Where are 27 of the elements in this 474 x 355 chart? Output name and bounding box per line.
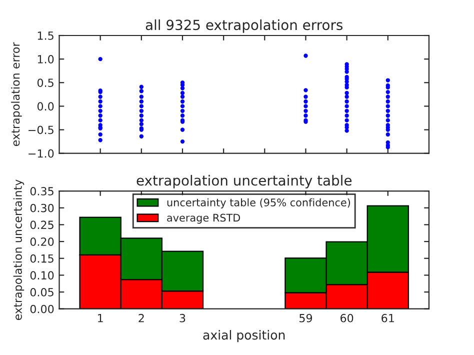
y-tick-label: 0.10 (30, 271, 54, 280)
chart-title: all 9325 extrapolation errors (146, 19, 343, 33)
y-tick-label: 0.15 (30, 254, 54, 263)
x-tick-label: 3 (180, 314, 186, 322)
x-tick-label: 2 (138, 314, 144, 322)
y-tick-label: −0.5 (28, 126, 54, 134)
y-tick-label: 1.5 (38, 32, 54, 40)
x-tick-label: 61 (382, 314, 394, 322)
y-tick-label: 0.25 (30, 220, 54, 230)
y-tick-label: 0.30 (30, 204, 54, 212)
legend-label: average RSTD (167, 214, 240, 224)
y-tick-label: 1.0 (38, 55, 54, 64)
x-axis-title: axial position (203, 330, 285, 342)
y-axis-title: extrapolation uncertainty (13, 180, 24, 320)
y-tick-label: 0.05 (30, 288, 54, 296)
y-tick-label: 0.35 (30, 187, 54, 196)
y-tick-label: −1.0 (28, 149, 54, 158)
chart-title: extrapolation uncertainty table (136, 174, 352, 188)
y-tick-label: 0.5 (37, 78, 54, 88)
y-tick-label: 0.0 (37, 102, 54, 111)
x-tick-label: 1 (98, 314, 103, 322)
x-tick-label: 60 (340, 314, 354, 322)
y-tick-label: 0.00 (30, 304, 54, 314)
x-tick-label: 59 (300, 314, 312, 322)
y-axis-title: extrapolation error (11, 42, 22, 146)
y-tick-label: 0.20 (30, 237, 54, 246)
legend-label: uncertainty table (95% confidence) (167, 198, 350, 208)
